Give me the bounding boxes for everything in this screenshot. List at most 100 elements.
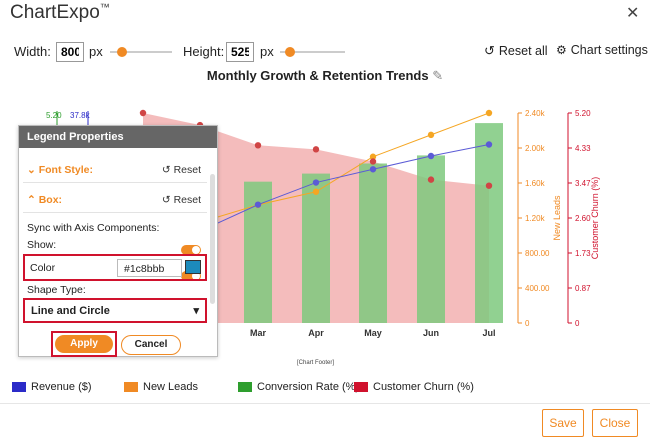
shape-type-value: Line and Circle bbox=[31, 304, 110, 317]
panel-header: Legend Properties bbox=[19, 126, 217, 148]
height-slider[interactable] bbox=[280, 51, 345, 53]
shape-type-label: Shape Type: bbox=[27, 284, 86, 296]
box-section[interactable]: ⌃ Box: ↺ Reset bbox=[27, 194, 201, 206]
undo-icon: ↺ bbox=[484, 43, 495, 58]
conversion-bar bbox=[475, 123, 503, 323]
color-row: Color #1c8bbb bbox=[23, 254, 207, 281]
chart-settings-label: Chart settings bbox=[570, 43, 648, 57]
right-axis-tick-label: 0 bbox=[525, 319, 530, 328]
undo-icon: ↺ bbox=[161, 164, 174, 176]
churn-point bbox=[485, 182, 493, 189]
x-tick-label: Mar bbox=[250, 328, 267, 338]
sync-toggle[interactable] bbox=[181, 245, 201, 255]
conversion-bar bbox=[359, 163, 387, 323]
color-swatch[interactable] bbox=[185, 260, 201, 274]
box-reset-button[interactable]: ↺ Reset bbox=[161, 194, 201, 206]
font-style-reset-button[interactable]: ↺ Reset bbox=[161, 164, 201, 176]
churn-point bbox=[139, 109, 147, 117]
chart-canvas: Mar Apr May Jun Jul 0 400.00 800.00 1.20k 1.60k 2.… bbox=[46, 109, 600, 338]
divider bbox=[23, 212, 207, 213]
legend-swatch bbox=[238, 382, 252, 392]
churn-point bbox=[369, 158, 377, 165]
chevron-down-icon: ⌄ bbox=[27, 164, 39, 176]
width-slider-knob[interactable] bbox=[117, 47, 127, 57]
width-unit: px bbox=[89, 44, 103, 59]
right-axis-tick-label: 0.87 bbox=[575, 284, 591, 293]
right-axis-tick-label: 1.20k bbox=[525, 214, 546, 223]
height-unit: px bbox=[260, 44, 274, 59]
x-tick-label: Apr bbox=[308, 328, 324, 338]
legend-label: Customer Churn (%) bbox=[373, 381, 474, 393]
sliders-icon: ⚙ bbox=[556, 43, 567, 57]
right-axis-tick-label: 2.40k bbox=[525, 109, 546, 118]
left-axis-top-label: 37.8k bbox=[70, 111, 91, 120]
revenue-point bbox=[369, 166, 377, 173]
new-leads-point bbox=[485, 109, 493, 117]
undo-icon: ↺ bbox=[161, 194, 174, 206]
right-axis-tick-label: 4.33 bbox=[575, 144, 591, 153]
sync-label: Sync with Axis Components: bbox=[27, 222, 160, 234]
shape-type-select[interactable]: Line and Circle ▾ bbox=[23, 298, 207, 323]
font-style-section[interactable]: ⌄ Font Style: ↺ Reset bbox=[27, 164, 201, 176]
legend-item-revenue[interactable]: Revenue ($) bbox=[12, 381, 92, 393]
right-axis-tick-label: 800.00 bbox=[525, 249, 550, 258]
revenue-point bbox=[485, 141, 493, 148]
show-toggle[interactable] bbox=[181, 271, 201, 281]
close-button[interactable]: Close bbox=[592, 409, 638, 437]
height-slider-knob[interactable] bbox=[285, 47, 295, 57]
panel-scrollbar[interactable] bbox=[210, 174, 215, 304]
right-axis-title: Customer Churn (%) bbox=[590, 177, 600, 260]
x-tick-label: May bbox=[364, 328, 382, 338]
app-title: ChartExpo™ bbox=[10, 2, 110, 23]
legend-item-customer-churn[interactable]: Customer Churn (%) bbox=[354, 381, 474, 393]
pencil-icon[interactable]: ✎ bbox=[432, 68, 444, 83]
revenue-point bbox=[254, 201, 262, 208]
right-axis-tick-label: 2.00k bbox=[525, 144, 546, 153]
left-axis-top-label: 5.20 bbox=[46, 111, 62, 120]
chart-title[interactable]: Monthly Growth & Retention Trends ✎ bbox=[206, 68, 444, 83]
chevron-down-icon: ▾ bbox=[193, 305, 199, 317]
font-style-title[interactable]: ⌄ Font Style: bbox=[27, 164, 93, 176]
legend-label: New Leads bbox=[143, 381, 199, 393]
right-axis-title: New Leads bbox=[552, 195, 562, 241]
chart-legend: Revenue ($) New Leads Conversion Rate (%… bbox=[12, 381, 532, 395]
height-input[interactable] bbox=[226, 42, 254, 62]
new-leads-point bbox=[427, 131, 435, 139]
reset-all-button[interactable]: ↺ Reset all bbox=[484, 43, 548, 59]
legend-label: Revenue ($) bbox=[31, 381, 92, 393]
right-axis-tick-label: 2.60 bbox=[575, 214, 591, 223]
width-input[interactable] bbox=[56, 42, 84, 62]
legend-label: Conversion Rate (%) bbox=[257, 381, 360, 393]
legend-swatch bbox=[12, 382, 26, 392]
footer-divider bbox=[0, 403, 650, 404]
color-hex-input[interactable]: #1c8bbb bbox=[117, 259, 182, 277]
close-icon[interactable]: ✕ bbox=[626, 5, 640, 22]
churn-point bbox=[254, 142, 262, 149]
apply-highlight: Apply bbox=[51, 331, 117, 357]
right-axis-tick-label: 1.73 bbox=[575, 249, 591, 258]
legend-swatch bbox=[124, 382, 138, 392]
right-axis-tick-label: 5.20 bbox=[575, 109, 591, 118]
x-tick-label: Jul bbox=[482, 328, 495, 338]
legend-item-new-leads[interactable]: New Leads bbox=[124, 381, 198, 393]
x-tick-label: Jun bbox=[423, 328, 439, 338]
revenue-point bbox=[427, 152, 435, 160]
apply-button[interactable]: Apply bbox=[55, 335, 113, 353]
chart-settings-button[interactable]: ⚙ Chart settings bbox=[556, 43, 648, 57]
width-slider[interactable] bbox=[110, 51, 172, 53]
right-axis-tick-label: 3.47 bbox=[575, 179, 591, 188]
save-button[interactable]: Save bbox=[542, 409, 584, 437]
conversion-bar bbox=[417, 155, 445, 323]
right-axis-tick-label: 1.60k bbox=[525, 179, 546, 188]
conversion-bar bbox=[302, 173, 330, 323]
box-title[interactable]: ⌃ Box: bbox=[27, 194, 63, 206]
width-label: Width: bbox=[14, 44, 51, 59]
legend-properties-panel: Legend Properties ⌄ Font Style: ↺ Reset … bbox=[18, 125, 218, 357]
chart-footer-label[interactable]: [Chart Footer] bbox=[297, 360, 335, 366]
legend-item-conversion-rate[interactable]: Conversion Rate (%) bbox=[238, 381, 359, 393]
height-label: Height: bbox=[183, 44, 225, 59]
cancel-button[interactable]: Cancel bbox=[121, 335, 181, 355]
color-label: Color bbox=[30, 262, 56, 274]
reset-all-label: Reset all bbox=[498, 44, 548, 58]
legend-swatch bbox=[354, 382, 368, 392]
